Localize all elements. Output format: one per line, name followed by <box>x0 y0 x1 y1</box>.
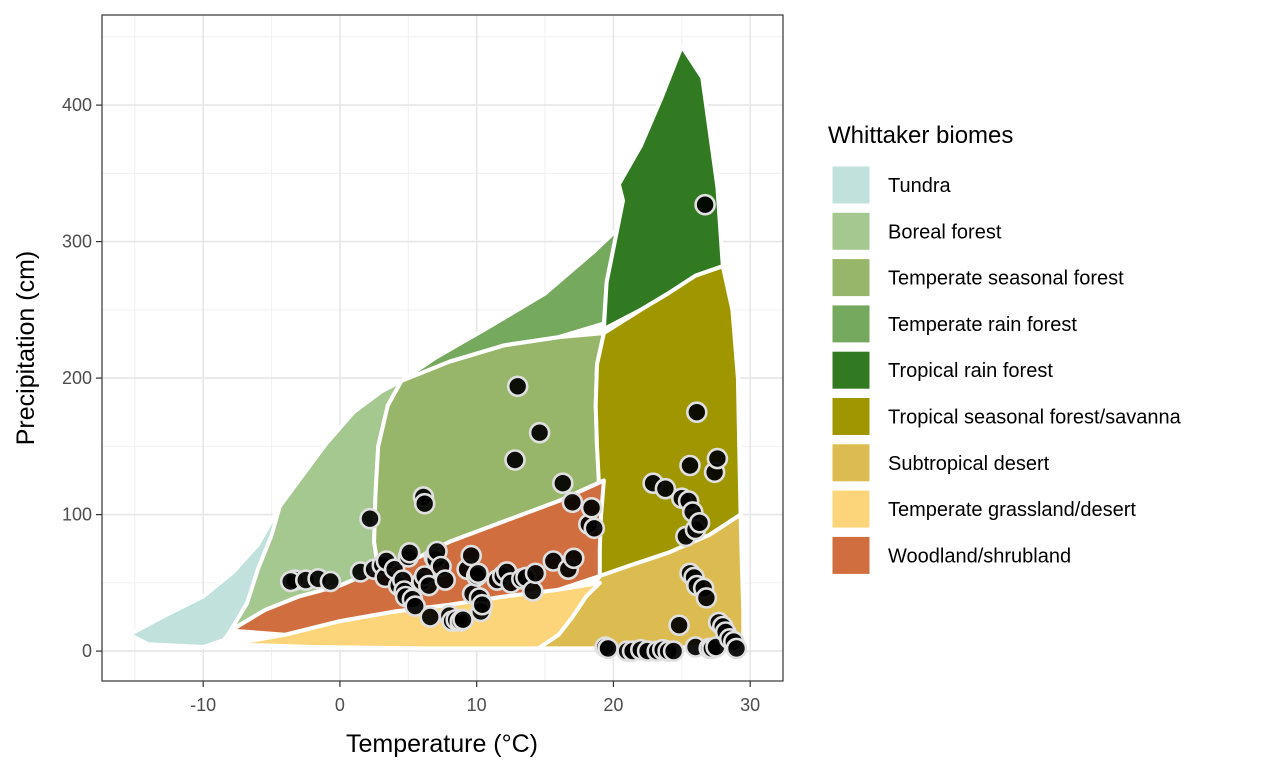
x-tick-label: 0 <box>335 695 345 715</box>
x-tick-label: 20 <box>603 695 623 715</box>
data-point <box>694 193 716 216</box>
y-tick-label: 200 <box>62 368 92 388</box>
y-tick-label: 400 <box>62 95 92 115</box>
legend-label-temperate-seasonal-forest: Temperate seasonal forest <box>888 268 1124 290</box>
panel-border <box>101 14 784 682</box>
data-point <box>551 472 574 495</box>
data-point <box>695 587 718 609</box>
data-point <box>434 569 457 591</box>
legend-label-tropical-seasonal-forest-savanna: Tropical seasonal forest/savanna <box>888 407 1182 429</box>
legend-items: Tundra Boreal forest Temperate seasonal fo… <box>828 162 1182 579</box>
data-point <box>467 562 489 585</box>
legend-label-tundra: Tundra <box>888 175 952 197</box>
data-point <box>471 593 494 616</box>
data-point <box>685 401 708 424</box>
plot-panel <box>101 14 784 682</box>
legend-label-temperate-grassland-desert: Temperate grassland/desert <box>888 499 1136 521</box>
data-point <box>524 562 547 585</box>
data-point <box>419 606 442 628</box>
legend-label-woodland-shrubland: Woodland/shrubland <box>888 545 1071 567</box>
y-tick-label: 0 <box>82 641 92 661</box>
data-point <box>583 517 606 540</box>
data-point <box>521 580 544 602</box>
data-point <box>580 496 603 519</box>
y-tick-label: 300 <box>62 232 92 252</box>
data-point <box>413 492 436 515</box>
legend-swatch-tundra <box>829 163 873 207</box>
legend-label-temperate-rain-forest: Temperate rain forest <box>888 314 1077 336</box>
y-axis-title: Precipitation (cm) <box>12 251 40 446</box>
data-point <box>561 491 584 514</box>
data-point <box>460 544 483 567</box>
data-point <box>679 454 701 477</box>
data-point <box>359 507 381 530</box>
x-tick-label: 30 <box>740 695 760 715</box>
data-point <box>398 541 421 564</box>
data-point <box>506 375 529 398</box>
x-tick-label: 10 <box>467 695 487 715</box>
biome-area-woodland-shrubland <box>228 478 606 637</box>
y-tick-label: 100 <box>62 505 92 525</box>
legend-swatch-subtropical-desert <box>829 441 873 485</box>
data-point <box>319 570 342 593</box>
data-point <box>688 511 711 534</box>
data-points <box>279 193 748 662</box>
data-point <box>404 595 427 617</box>
legend-label-subtropical-desert: Subtropical desert <box>888 453 1050 475</box>
y-axis: 0 100 200 300 400 <box>62 95 102 661</box>
data-point <box>662 640 685 662</box>
legend-swatch-temperate-grassland-desert <box>829 487 873 531</box>
legend: Whittaker biomes Tundra Boreal forest Temp… <box>828 122 1182 579</box>
legend-swatch-temperate-rain-forest <box>829 302 873 346</box>
x-axis: -10 0 10 20 30 <box>190 681 760 715</box>
x-axis-title: Temperature (°C) <box>346 730 538 758</box>
legend-swatch-temperate-seasonal-forest <box>829 256 873 300</box>
data-point <box>452 608 474 631</box>
data-point <box>725 637 748 660</box>
data-point <box>597 637 619 660</box>
x-tick-label: -10 <box>190 695 216 715</box>
data-point <box>668 614 690 637</box>
legend-label-boreal-forest: Boreal forest <box>888 221 1002 243</box>
legend-swatch-tropical-rain-forest <box>829 348 873 392</box>
data-point <box>706 447 729 470</box>
data-point <box>504 449 526 471</box>
data-point <box>654 477 677 500</box>
data-point <box>562 547 585 570</box>
legend-swatch-boreal-forest <box>829 209 873 253</box>
legend-label-tropical-rain-forest: Tropical rain forest <box>888 360 1053 382</box>
data-point <box>528 421 551 444</box>
legend-swatch-tropical-seasonal-forest-savanna <box>829 395 873 438</box>
legend-swatch-woodland-shrubland <box>829 533 873 577</box>
legend-title: Whittaker biomes <box>828 122 1013 149</box>
